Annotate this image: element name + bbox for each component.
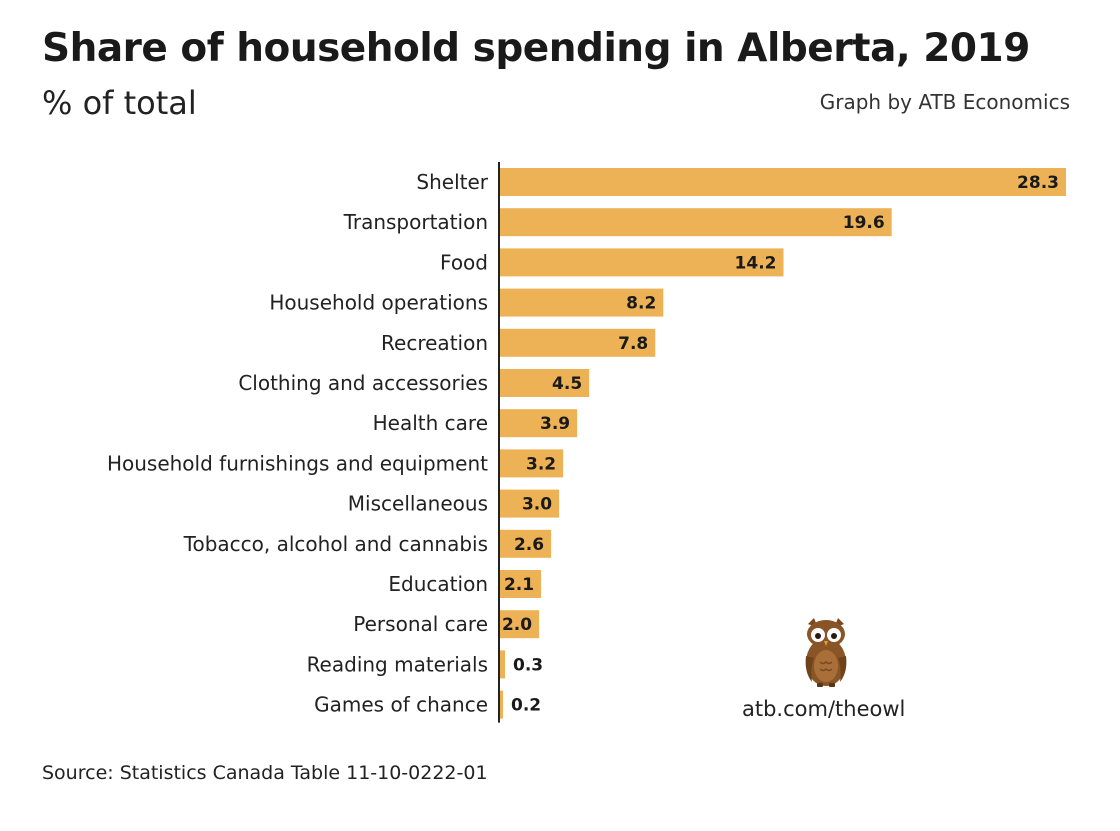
bar-personal-care bbox=[499, 610, 540, 639]
category-label: Transportation bbox=[343, 210, 488, 234]
bar-reading-materials bbox=[499, 650, 506, 679]
value-label: 28.3 bbox=[1017, 173, 1059, 193]
value-label: 14.2 bbox=[735, 253, 777, 273]
bar-household-operations bbox=[499, 288, 664, 317]
chart-subtitle: % of total bbox=[42, 84, 197, 122]
value-label: 0.3 bbox=[513, 655, 543, 675]
chart-title: Share of household spending in Alberta, … bbox=[42, 26, 1030, 71]
value-label: 3.9 bbox=[540, 414, 570, 434]
category-label: Tobacco, alcohol and cannabis bbox=[183, 532, 488, 556]
bar-health-care bbox=[499, 409, 578, 438]
category-label: Clothing and accessories bbox=[238, 371, 488, 395]
value-label: 3.0 bbox=[522, 495, 552, 515]
category-label: Miscellaneous bbox=[348, 492, 488, 516]
category-label: Household furnishings and equipment bbox=[107, 451, 488, 475]
owl-link[interactable]: atb.com/theowl bbox=[742, 697, 906, 721]
bar-tobacco-alcohol-and-cannabis bbox=[499, 529, 552, 558]
bar-games-of-chance bbox=[499, 690, 504, 719]
bar-transportation bbox=[499, 208, 892, 237]
category-label: Reading materials bbox=[307, 652, 488, 676]
bar-clothing-and-accessories bbox=[499, 369, 590, 397]
value-label: 2.6 bbox=[514, 535, 544, 555]
value-label: 19.6 bbox=[843, 213, 885, 233]
category-label: Education bbox=[388, 572, 488, 596]
value-label: 4.5 bbox=[552, 374, 582, 394]
category-label: Food bbox=[440, 250, 488, 274]
value-label: 0.2 bbox=[511, 696, 541, 716]
category-label: Games of chance bbox=[314, 693, 488, 717]
owl-icon bbox=[805, 618, 847, 687]
category-label: Health care bbox=[373, 411, 488, 435]
bars-group: Shelter 28.3 Transportation 19.6 Food 14.2 Hou… bbox=[107, 168, 1066, 719]
value-label: 7.8 bbox=[618, 334, 648, 354]
bar-education bbox=[499, 570, 542, 598]
bar-miscellaneous bbox=[499, 489, 560, 518]
bar-chart: Shelter 28.3 Transportation 19.6 Food 14.2 Hou… bbox=[107, 162, 1066, 723]
bar-shelter bbox=[499, 168, 1066, 196]
category-label: Recreation bbox=[381, 331, 488, 355]
category-label: Household operations bbox=[269, 291, 488, 315]
source-note: Source: Statistics Canada Table 11-10-02… bbox=[42, 762, 488, 784]
value-label: 8.2 bbox=[626, 294, 656, 314]
value-label: 2.0 bbox=[502, 615, 532, 635]
bar-food bbox=[499, 248, 784, 277]
chart-credit: Graph by ATB Economics bbox=[819, 90, 1070, 114]
bar-recreation bbox=[499, 328, 656, 357]
category-label: Shelter bbox=[416, 170, 488, 194]
bar-household-furnishings-and-equipment bbox=[499, 449, 564, 478]
value-label: 2.1 bbox=[504, 575, 534, 595]
value-label: 3.2 bbox=[526, 454, 556, 474]
category-label: Personal care bbox=[353, 612, 488, 636]
